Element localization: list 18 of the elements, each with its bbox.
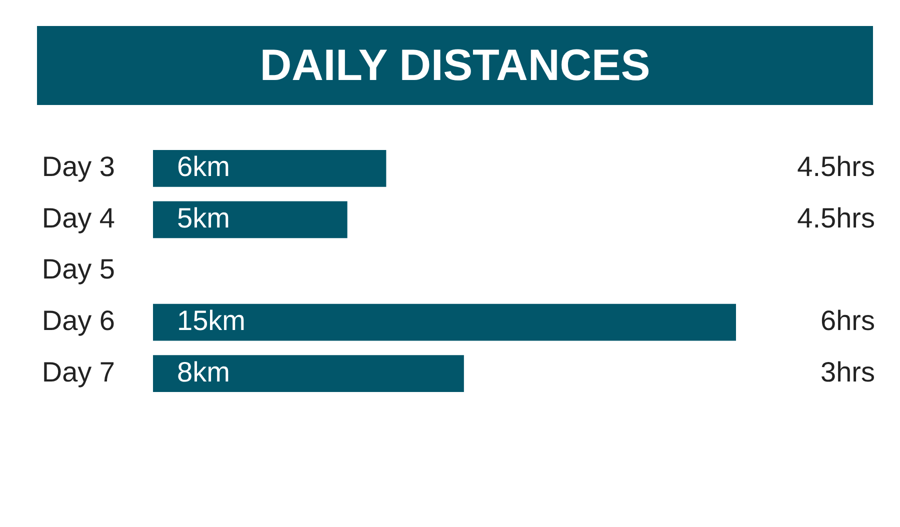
y-tick-label: Day 4 [42,202,115,234]
y-tick-label: Day 5 [42,254,115,285]
text: 6hrs [820,305,875,336]
y-tick-label: Day 7 [42,356,115,388]
bar [153,150,386,187]
bar [153,355,464,392]
data-label: 15km [177,305,246,336]
text: 3hrs [820,356,875,388]
data-label: 6km [177,151,230,182]
data-label: 8km [177,356,230,388]
bar [153,304,736,341]
chart-title: DAILY DISTANCES [37,26,873,105]
data-label: 5km [177,202,230,234]
y-tick-label: Day 6 [42,305,115,336]
bar [153,201,348,238]
y-tick-label: Day 3 [42,151,115,182]
text: 4.5hrs [797,202,875,234]
text: 4.5hrs [797,151,875,182]
